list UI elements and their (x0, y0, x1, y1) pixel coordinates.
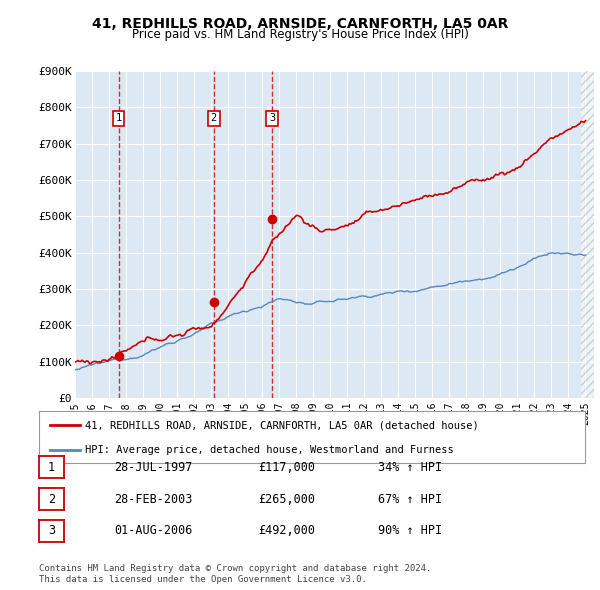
Text: 1: 1 (116, 113, 122, 123)
Text: 34% ↑ HPI: 34% ↑ HPI (378, 461, 442, 474)
Text: 90% ↑ HPI: 90% ↑ HPI (378, 525, 442, 537)
Text: £117,000: £117,000 (258, 461, 315, 474)
Text: 67% ↑ HPI: 67% ↑ HPI (378, 493, 442, 506)
Text: 01-AUG-2006: 01-AUG-2006 (114, 525, 193, 537)
Text: This data is licensed under the Open Government Licence v3.0.: This data is licensed under the Open Gov… (39, 575, 367, 584)
Text: 28-FEB-2003: 28-FEB-2003 (114, 493, 193, 506)
Text: Contains HM Land Registry data © Crown copyright and database right 2024.: Contains HM Land Registry data © Crown c… (39, 565, 431, 573)
Text: Price paid vs. HM Land Registry's House Price Index (HPI): Price paid vs. HM Land Registry's House … (131, 28, 469, 41)
Text: 2: 2 (211, 113, 217, 123)
Text: HPI: Average price, detached house, Westmorland and Furness: HPI: Average price, detached house, West… (85, 445, 454, 455)
Text: 41, REDHILLS ROAD, ARNSIDE, CARNFORTH, LA5 0AR (detached house): 41, REDHILLS ROAD, ARNSIDE, CARNFORTH, L… (85, 420, 479, 430)
Text: 3: 3 (269, 113, 275, 123)
Text: 41, REDHILLS ROAD, ARNSIDE, CARNFORTH, LA5 0AR: 41, REDHILLS ROAD, ARNSIDE, CARNFORTH, L… (92, 17, 508, 31)
Text: £265,000: £265,000 (258, 493, 315, 506)
Text: £492,000: £492,000 (258, 525, 315, 537)
Text: 3: 3 (48, 525, 55, 537)
Text: 28-JUL-1997: 28-JUL-1997 (114, 461, 193, 474)
Text: 1: 1 (48, 461, 55, 474)
Text: 2: 2 (48, 493, 55, 506)
Bar (581, 71, 594, 398)
